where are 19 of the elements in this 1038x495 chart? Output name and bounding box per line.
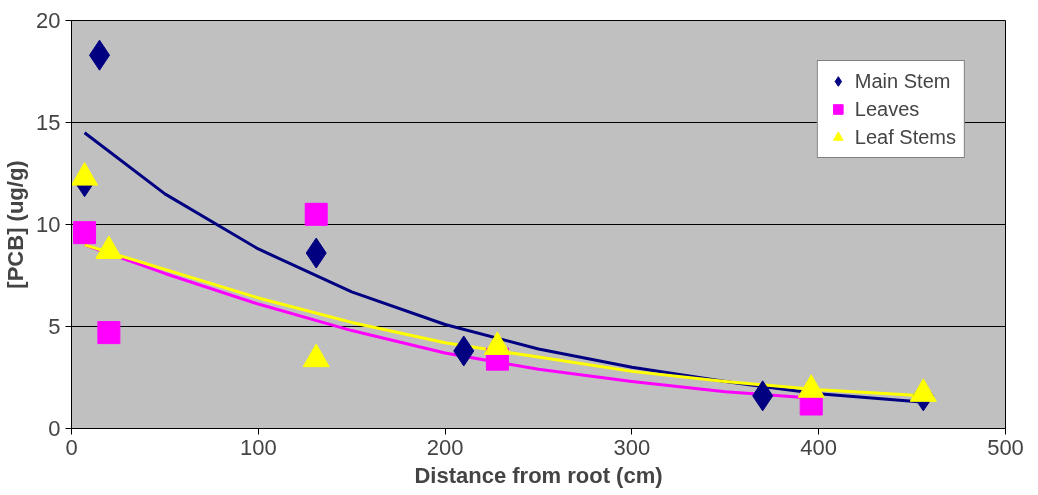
x-tick-label: 300 <box>613 434 651 460</box>
legend-label: Leaves <box>854 97 920 121</box>
x-tick-label: 200 <box>426 434 464 460</box>
y-tick-label: 5 <box>48 314 61 339</box>
point <box>73 221 97 245</box>
y-axis-title: [PCB] (ug/g) <box>3 160 29 289</box>
x-tick-label: 0 <box>65 434 78 460</box>
point <box>97 321 121 345</box>
legend-label: Main Stem <box>854 69 951 93</box>
y-tick-label: 10 <box>36 212 61 237</box>
legend-label: Leaf Stems <box>854 125 956 149</box>
point <box>304 202 328 226</box>
y-tick-label: 15 <box>36 110 61 135</box>
y-tick-label: 0 <box>48 416 61 441</box>
x-tick-label: 100 <box>239 434 277 460</box>
x-tick-label: 400 <box>800 434 838 460</box>
x-tick-label: 500 <box>987 434 1024 460</box>
x-axis-title: Distance from root (cm) <box>414 462 663 488</box>
y-tick-label: 20 <box>36 8 61 33</box>
